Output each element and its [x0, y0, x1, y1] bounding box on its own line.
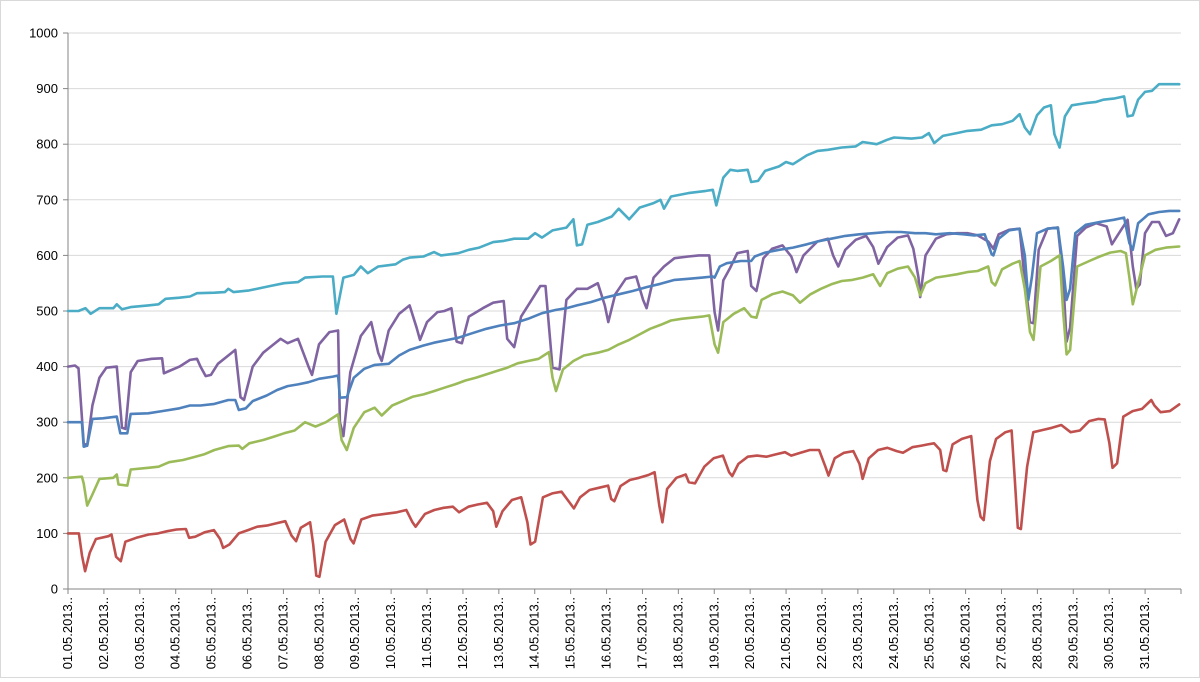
x-tick-label: 23.05.2013.. [850, 597, 865, 669]
x-tick-label: 13.05.2013.. [491, 597, 506, 669]
x-tick-label: 28.05.2013.. [1029, 597, 1044, 669]
x-tick-label: 14.05.2013.. [527, 597, 542, 669]
series-line-5 [66, 398, 1181, 579]
x-axis: 01.05.2013.. 02.05.2013.. 03.05.2013.. 04.0… [60, 588, 1182, 669]
x-tick-label: 11.05.2013.. [419, 597, 434, 668]
series-line-1 [66, 82, 1181, 316]
x-tick-label: 01.05.2013.. [60, 597, 75, 669]
x-tick-label: 12.05.2013.. [455, 597, 470, 669]
x-tick-label: 27.05.2013.. [993, 597, 1008, 669]
x-tick-label: 24.05.2013.. [886, 597, 901, 669]
y-tick-label: 800 [36, 137, 58, 152]
x-tick-label: 17.05.2013.. [634, 597, 649, 669]
y-tick-label: 500 [36, 304, 58, 319]
y-tick-label: 0 [51, 582, 58, 597]
x-tick-label: 08.05.2013.. [311, 597, 326, 669]
x-tick-label: 09.05.2013.. [347, 597, 362, 669]
x-tick-label: 25.05.2013.. [922, 597, 937, 669]
y-axis: 0 100 200 300 400 500 600 700 800 900 1000 [29, 26, 69, 597]
x-tick-label: 18.05.2013.. [670, 597, 685, 669]
x-tick-label: 03.05.2013.. [132, 597, 147, 669]
series-line-3 [66, 209, 1181, 448]
x-tick-label: 21.05.2013.. [778, 597, 793, 669]
y-tick-label: 400 [36, 359, 58, 374]
x-tick-label: 05.05.2013.. [204, 597, 219, 669]
x-tick-label: 26.05.2013.. [958, 597, 973, 669]
x-tick-label: 29.05.2013.. [1065, 597, 1080, 669]
y-tick-label: 600 [36, 248, 58, 263]
x-tick-label: 04.05.2013.. [168, 597, 183, 669]
y-tick-label: 300 [36, 415, 58, 430]
x-tick-label: 10.05.2013.. [383, 597, 398, 669]
y-tick-label: 200 [36, 470, 58, 485]
y-tick-label: 100 [36, 526, 58, 541]
x-tick-label: 30.05.2013.. [1101, 597, 1116, 669]
plot-area [66, 82, 1181, 579]
x-tick-label: 16.05.2013.. [599, 597, 614, 669]
x-tick-label: 15.05.2013.. [563, 597, 578, 669]
x-tick-label: 19.05.2013.. [706, 597, 721, 669]
x-tick-label: 22.05.2013.. [814, 597, 829, 669]
y-tick-label: 700 [36, 192, 58, 207]
y-tick-label: 900 [36, 81, 58, 96]
x-tick-label: 06.05.2013.. [240, 597, 255, 669]
series-line-4 [66, 245, 1181, 507]
x-tick-label: 31.05.2013.. [1137, 597, 1152, 669]
x-tick-label: 20.05.2013.. [742, 597, 757, 669]
y-tick-label: 1000 [29, 26, 58, 41]
series-line-2 [66, 218, 1181, 447]
x-tick-label: 02.05.2013.. [96, 597, 111, 669]
x-tick-label: 07.05.2013.. [275, 597, 290, 669]
